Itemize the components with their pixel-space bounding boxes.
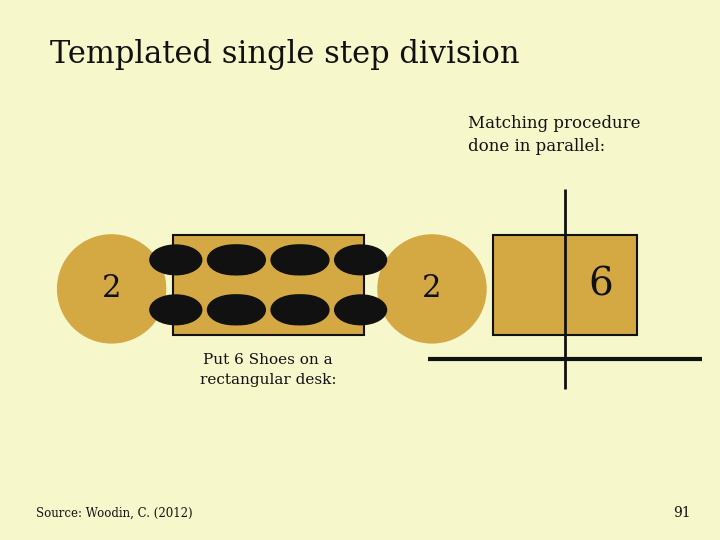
Text: 6: 6 — [589, 266, 613, 303]
Ellipse shape — [214, 295, 265, 325]
Ellipse shape — [335, 245, 387, 275]
Text: Templated single step division: Templated single step division — [50, 38, 520, 70]
Text: 91: 91 — [674, 506, 691, 520]
Ellipse shape — [207, 295, 259, 325]
Text: Source: Woodin, C. (2012): Source: Woodin, C. (2012) — [36, 507, 193, 519]
FancyBboxPatch shape — [173, 235, 364, 335]
Text: Put 6 Shoes on a
rectangular desk:: Put 6 Shoes on a rectangular desk: — [200, 353, 336, 387]
Ellipse shape — [150, 245, 202, 275]
Ellipse shape — [378, 235, 486, 343]
Ellipse shape — [335, 295, 387, 325]
Ellipse shape — [58, 235, 166, 343]
Text: 2: 2 — [422, 273, 442, 305]
Ellipse shape — [277, 245, 329, 275]
Text: Matching procedure
done in parallel:: Matching procedure done in parallel: — [468, 116, 641, 154]
Ellipse shape — [214, 245, 265, 275]
Ellipse shape — [207, 245, 259, 275]
Text: 2: 2 — [102, 273, 122, 305]
FancyBboxPatch shape — [493, 235, 637, 335]
Ellipse shape — [277, 295, 329, 325]
Ellipse shape — [271, 245, 323, 275]
Ellipse shape — [150, 295, 202, 325]
Ellipse shape — [271, 295, 323, 325]
